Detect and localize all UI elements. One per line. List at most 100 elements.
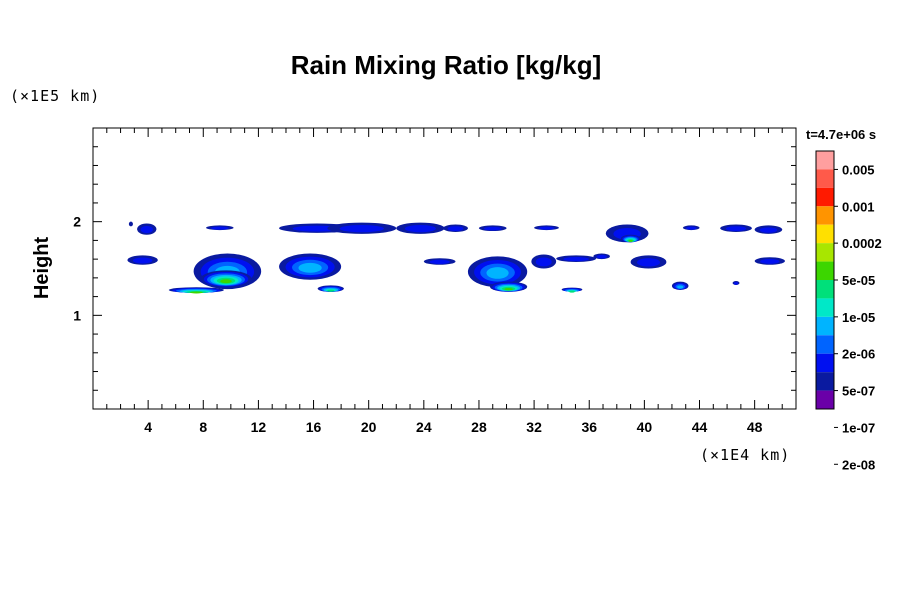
x-axis: 4 8 12 16 20 24 28 32 36 40 44 48 [106, 128, 783, 435]
contour-regions [127, 221, 785, 294]
contour-band [725, 226, 747, 232]
x-tick-label: 28 [471, 419, 487, 435]
colorbar-swatch [816, 206, 834, 225]
y-scale-label: (×1E5 km) [10, 87, 100, 105]
contour-region [137, 223, 157, 235]
y-tick-label: 1 [73, 307, 81, 323]
contour-region [206, 225, 234, 231]
x-tick-label: 48 [747, 419, 763, 435]
colorbar-swatch [816, 280, 834, 299]
x-tick-label: 12 [251, 419, 267, 435]
colorbar-swatch [816, 390, 834, 409]
contour-band [327, 289, 335, 292]
contour-band [677, 285, 684, 289]
chart-title: Rain Mixing Ratio [kg/kg] [291, 50, 602, 80]
contour-band [298, 262, 322, 273]
colorbar-swatch [816, 298, 834, 317]
colorbar-label: 5e-07 [842, 384, 875, 399]
contour-region [127, 255, 158, 265]
contour-region [317, 285, 344, 292]
contour-region [531, 254, 557, 269]
contour-band [220, 279, 232, 284]
colorbar-swatch [816, 372, 834, 391]
contour-band [132, 257, 153, 264]
contour-band [128, 221, 133, 227]
colorbar-swatch [816, 335, 834, 354]
x-tick-label: 40 [637, 419, 653, 435]
contour-band [760, 258, 780, 264]
contour-region [327, 222, 397, 234]
x-scale-label: (×1E4 km) [700, 446, 790, 464]
x-tick-label: 8 [199, 419, 207, 435]
contour-band [486, 267, 509, 279]
contour-region [128, 221, 133, 227]
contour-band [563, 256, 589, 262]
contour-region [396, 222, 445, 234]
contour-band [535, 257, 552, 267]
x-tick-label: 36 [581, 419, 597, 435]
contour-band [210, 226, 229, 230]
contour-band [733, 282, 739, 285]
contour-region [682, 225, 700, 231]
contour-region [200, 270, 252, 288]
colorbar-label: 5e-05 [842, 273, 875, 288]
contour-band [596, 254, 607, 259]
y-tick-label: 2 [73, 214, 81, 230]
contour-region [556, 255, 597, 262]
contour-band [447, 226, 464, 232]
time-label: t=4.7e+06 s [806, 127, 876, 142]
colorbar-label: 2e-06 [842, 347, 875, 362]
contour-region [754, 257, 785, 265]
contour-region [279, 253, 342, 280]
colorbar-swatch [816, 151, 834, 170]
contour-band [569, 290, 575, 293]
contour-region [593, 253, 610, 260]
contour-region [671, 281, 689, 291]
contour-band [504, 287, 513, 291]
colorbar-label: 0.001 [842, 199, 875, 214]
colorbar-swatch [816, 261, 834, 280]
contour-region [754, 225, 783, 234]
colorbar-swatch [816, 169, 834, 188]
x-tick-label: 24 [416, 419, 432, 435]
colorbar-label: 0.005 [842, 162, 875, 177]
contour-region [467, 256, 528, 288]
contour-band [140, 225, 153, 234]
contour-band [483, 226, 502, 231]
contour-band [190, 291, 203, 294]
contour-region [561, 287, 583, 293]
y-axis-label: Height [31, 237, 53, 300]
colorbar-label: 1e-05 [842, 310, 875, 325]
x-tick-label: 32 [526, 419, 542, 435]
contour-band [685, 226, 697, 230]
colorbar-label: 2e-08 [842, 457, 875, 472]
contour-region [423, 258, 456, 265]
x-tick-label: 4 [144, 419, 152, 435]
contour-band [628, 239, 633, 242]
x-tick-label: 44 [692, 419, 708, 435]
colorbar-label: 1e-07 [842, 420, 875, 435]
contour-region [620, 234, 641, 243]
contour-region [630, 255, 667, 269]
colorbar: 0.005 0.001 0.0002 5e-05 1e-05 2e-06 5e-07 1e-0… [815, 150, 882, 472]
contour-band [759, 227, 778, 233]
colorbar-swatch [816, 187, 834, 207]
colorbar-swatch [816, 316, 834, 336]
contour-band [636, 258, 661, 267]
colorbar-swatch [816, 243, 834, 262]
colorbar-label: 0.0002 [842, 236, 882, 251]
contour-region [443, 224, 468, 232]
contour-region [489, 281, 528, 292]
contour-region [720, 224, 752, 232]
colorbar-swatch [816, 353, 834, 373]
contour-region [732, 281, 740, 286]
contour-band [429, 259, 450, 264]
contour-band [404, 225, 436, 233]
contour-band [339, 225, 384, 233]
y-axis: 12 [73, 146, 796, 391]
contour-region [534, 225, 559, 231]
colorbar-swatch [816, 224, 834, 244]
x-tick-label: 20 [361, 419, 377, 435]
contour-region [478, 225, 507, 232]
